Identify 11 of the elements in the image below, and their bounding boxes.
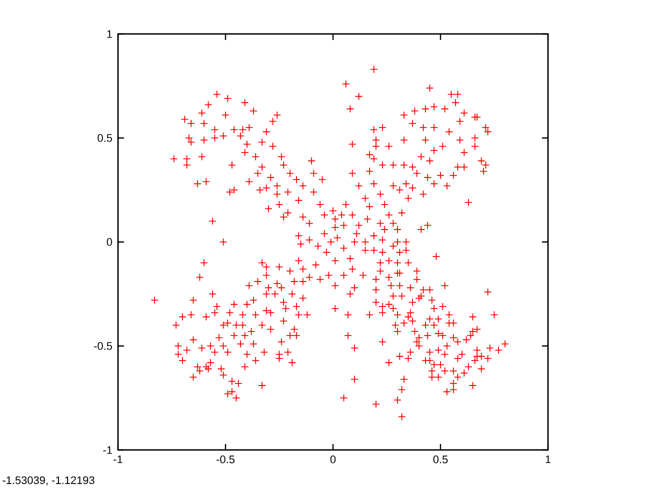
y-tick-label: -0.5 (94, 342, 112, 350)
x-tick-label: 1 (546, 456, 551, 464)
y-tick-label: 0 (106, 238, 112, 246)
text: -1.53039, -1.12193 (2, 476, 94, 486)
x-tick-label: -1 (114, 456, 122, 464)
y-tick-label: 1 (107, 30, 112, 38)
x-tick-label: -0.5 (216, 456, 234, 464)
y-tick-label: -1 (103, 446, 112, 454)
x-tick-label: 0 (330, 456, 336, 464)
y-tick-label: 0.5 (98, 134, 112, 142)
x-tick-label: 0.5 (433, 456, 448, 464)
